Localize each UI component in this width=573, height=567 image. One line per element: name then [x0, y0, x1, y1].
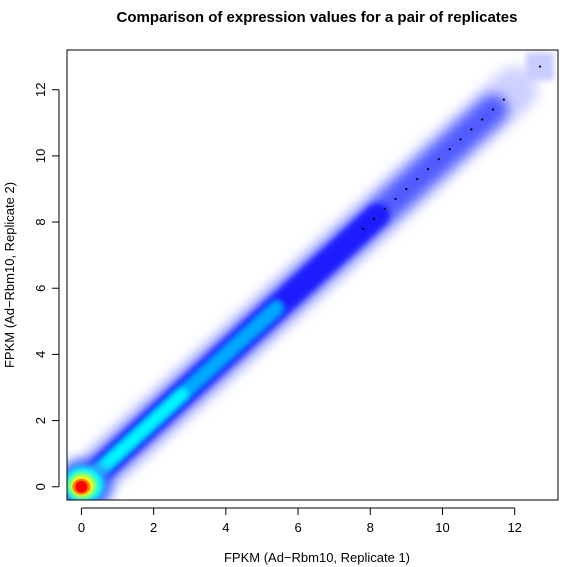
- y-tick-label: 12: [33, 82, 48, 96]
- density-band-light: [82, 388, 189, 487]
- data-point: [372, 217, 375, 220]
- data-point: [491, 108, 495, 111]
- data-point: [459, 138, 462, 141]
- y-tick-label: 10: [33, 149, 48, 163]
- density-origin-red: [75, 480, 88, 493]
- x-tick-label: 12: [507, 520, 521, 535]
- data-point: [383, 207, 386, 210]
- y-tick-label: 2: [33, 417, 48, 424]
- data-point: [416, 177, 419, 181]
- density-cloud: [67, 52, 554, 500]
- data-point: [470, 128, 473, 131]
- data-point: [502, 98, 505, 101]
- chart-title: Comparison of expression values for a pa…: [117, 9, 518, 26]
- x-tick-label: 2: [150, 520, 157, 535]
- x-axis: 0 2 4 6 8 10 12: [78, 507, 522, 535]
- data-point: [481, 118, 484, 121]
- y-tick-label: 8: [33, 218, 48, 225]
- data-point: [538, 65, 542, 68]
- x-tick-label: 4: [222, 520, 229, 535]
- data-point: [437, 158, 440, 161]
- x-tick-label: 0: [78, 520, 85, 535]
- data-point: [394, 197, 397, 200]
- data-point: [426, 168, 430, 171]
- plot-frame: [66, 49, 559, 501]
- y-tick-label: 4: [33, 351, 48, 358]
- outlier-points: [361, 65, 542, 230]
- data-point: [405, 187, 408, 191]
- x-tick-label: 6: [294, 520, 301, 535]
- y-axis-label: FPKM (Ad−Rbm10, Replicate 2): [2, 182, 17, 368]
- x-axis-label: FPKM (Ad−Rbm10, Replicate 1): [224, 550, 410, 565]
- x-tick-label: 8: [367, 520, 374, 535]
- y-tick-label: 6: [33, 285, 48, 292]
- data-point: [448, 148, 451, 151]
- data-point: [361, 227, 365, 230]
- y-tick-label: 0: [33, 483, 48, 490]
- y-axis: 0 2 4 6 8 10 12: [33, 82, 60, 490]
- x-tick-label: 10: [435, 520, 449, 535]
